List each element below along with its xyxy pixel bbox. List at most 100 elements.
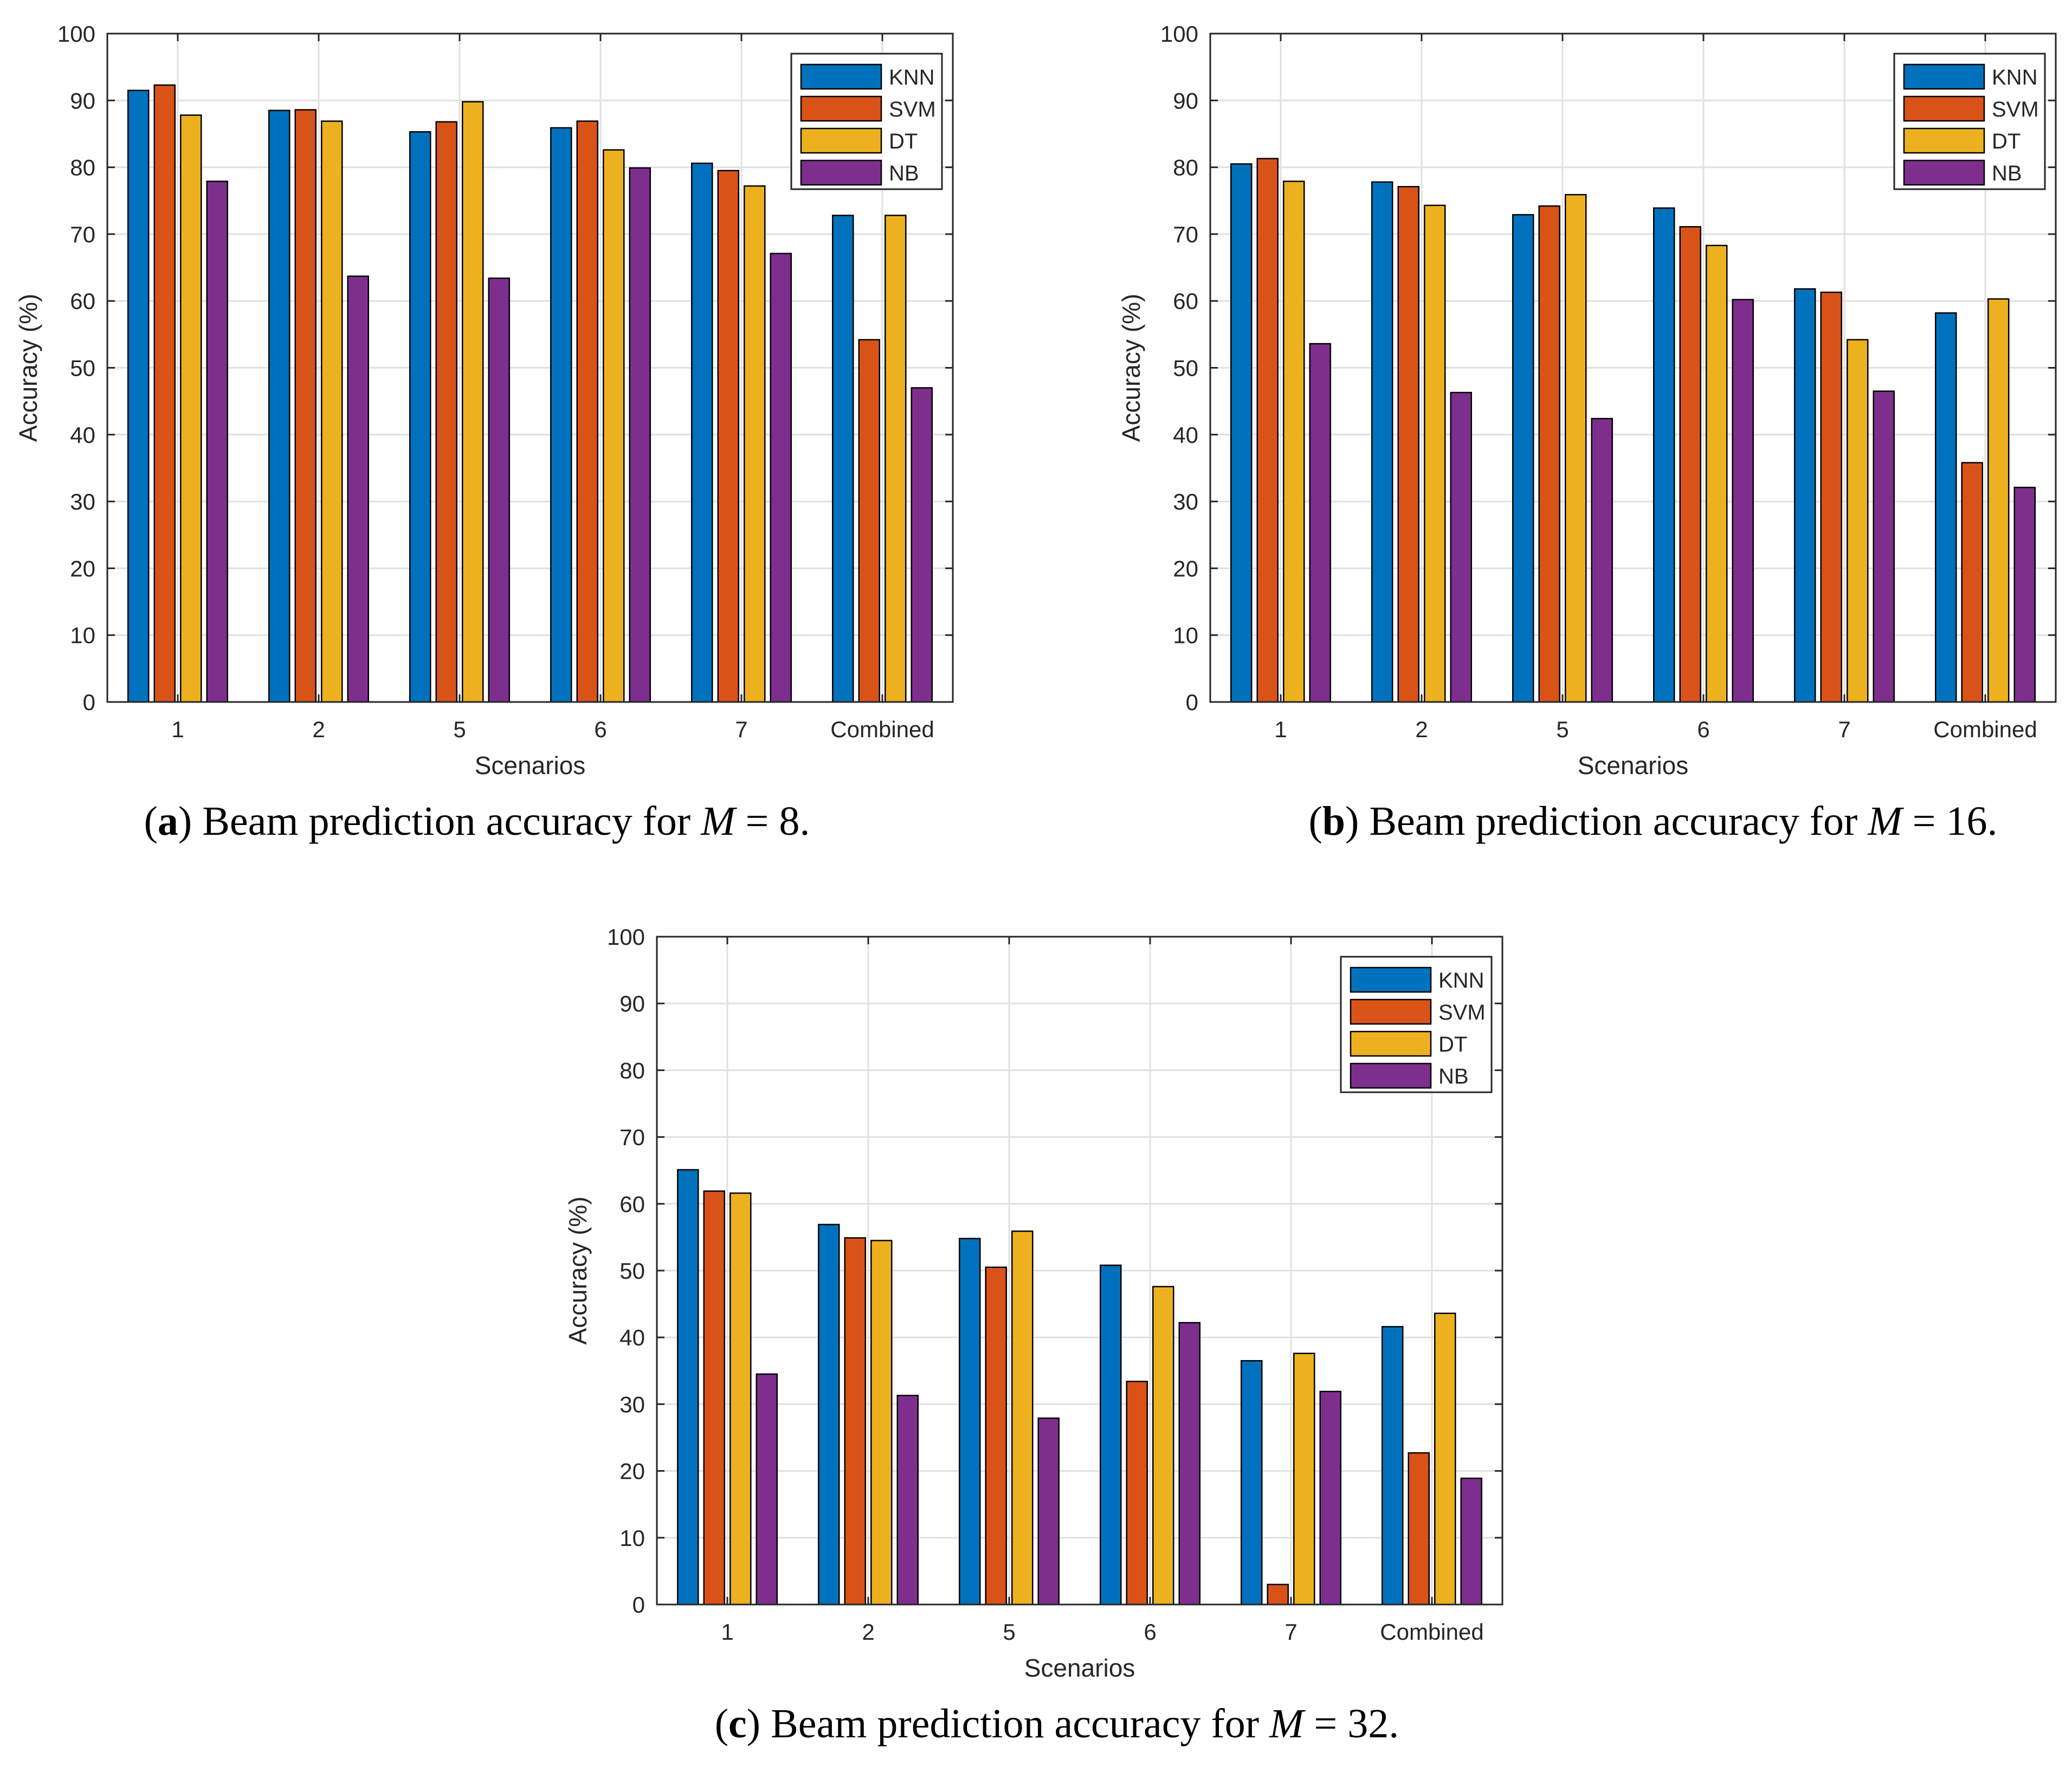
y-tick-label: 10 bbox=[619, 1525, 645, 1551]
x-tick-label: 7 bbox=[735, 717, 747, 742]
x-tick-label: 5 bbox=[1556, 717, 1568, 742]
y-tick-label: 20 bbox=[619, 1459, 645, 1484]
bar-nb-7 bbox=[770, 253, 792, 703]
x-tick-label: 1 bbox=[171, 717, 184, 742]
x-tick-label: 7 bbox=[1284, 1619, 1297, 1645]
x-tick-label: Combined bbox=[1933, 717, 2037, 742]
bar-svm-combined bbox=[858, 339, 880, 703]
bar-svm-combined bbox=[1961, 462, 1983, 703]
x-tick-label: 6 bbox=[594, 717, 606, 742]
x-tick-label: 2 bbox=[1415, 717, 1428, 742]
y-tick-label: 50 bbox=[70, 356, 95, 381]
bar-dt-5 bbox=[1011, 1230, 1034, 1606]
bar-nb-5 bbox=[1591, 417, 1613, 703]
bar-svm-6 bbox=[576, 120, 598, 703]
y-tick-label: 40 bbox=[1173, 422, 1198, 448]
bar-knn-2 bbox=[818, 1223, 840, 1606]
legend-swatch-svm bbox=[1903, 95, 1985, 122]
bar-knn-2 bbox=[1371, 181, 1393, 703]
x-axis-label: Scenarios bbox=[1024, 1654, 1135, 1682]
bar-svm-1 bbox=[703, 1190, 725, 1606]
y-tick-label: 30 bbox=[1173, 489, 1198, 514]
y-tick-label: 70 bbox=[619, 1125, 645, 1150]
y-tick-label: 80 bbox=[70, 155, 95, 181]
bar-nb-7 bbox=[1319, 1390, 1341, 1606]
y-tick-label: 90 bbox=[619, 991, 645, 1016]
x-tick-label: 6 bbox=[1144, 1619, 1156, 1645]
bar-dt-1 bbox=[1283, 181, 1305, 703]
bar-dt-6 bbox=[1706, 244, 1728, 703]
y-tick-label: 70 bbox=[70, 222, 95, 247]
y-tick-label: 50 bbox=[619, 1258, 645, 1284]
bar-knn-5 bbox=[959, 1238, 981, 1606]
legend-label-nb: NB bbox=[1992, 162, 2022, 185]
figure-caption: (b) Beam prediction accuracy for M = 16. bbox=[1308, 798, 1997, 844]
legend-swatch-nb bbox=[1350, 1062, 1432, 1089]
x-axis-label: Scenarios bbox=[475, 751, 586, 779]
y-tick-label: 30 bbox=[619, 1391, 645, 1417]
y-tick-label: 70 bbox=[1173, 222, 1198, 247]
legend-label-svm: SVM bbox=[1438, 1001, 1486, 1024]
bar-svm-7 bbox=[1820, 291, 1842, 703]
y-tick-label: 30 bbox=[70, 489, 95, 514]
chart-b: 0 10 20 30 40 50 60 70 80 90 100 1 2 5 6 7 Combined Scena… bbox=[1117, 21, 2057, 844]
bar-svm-2 bbox=[844, 1237, 866, 1606]
legend-swatch-nb bbox=[1903, 159, 1985, 186]
y-tick-label: 40 bbox=[70, 422, 95, 448]
legend-swatch-nb bbox=[800, 159, 882, 186]
legend-swatch-svm bbox=[1350, 998, 1432, 1025]
bar-nb-1 bbox=[1309, 343, 1331, 703]
bar-svm-1 bbox=[1256, 158, 1279, 703]
legend-label-dt: DT bbox=[889, 130, 918, 153]
legend-label-svm: SVM bbox=[889, 98, 936, 121]
bar-knn-1 bbox=[677, 1169, 699, 1606]
bar-nb-6 bbox=[629, 167, 651, 703]
x-tick-label: 1 bbox=[1274, 717, 1287, 742]
y-tick-label: 60 bbox=[1173, 288, 1198, 314]
bar-nb-2 bbox=[1450, 391, 1472, 703]
y-axis-label: Accuracy (%) bbox=[1117, 294, 1145, 442]
bar-nb-5 bbox=[488, 278, 510, 703]
legend-swatch-knn bbox=[1903, 63, 1985, 90]
figure-caption: (c) Beam prediction accuracy for M = 32. bbox=[715, 1701, 1399, 1747]
bar-dt-1 bbox=[730, 1192, 752, 1606]
legend-label-nb: NB bbox=[889, 162, 919, 185]
y-tick-label: 80 bbox=[1173, 155, 1198, 181]
legend-label-knn: KNN bbox=[1992, 66, 2037, 89]
bar-svm-7 bbox=[1267, 1583, 1289, 1606]
x-tick-label: 5 bbox=[453, 717, 466, 742]
bar-knn-5 bbox=[409, 131, 431, 703]
bar-dt-5 bbox=[1565, 194, 1587, 703]
bar-dt-5 bbox=[462, 101, 484, 703]
bar-dt-7 bbox=[1847, 339, 1869, 703]
bar-svm-7 bbox=[717, 170, 739, 703]
bar-svm-2 bbox=[1397, 186, 1419, 703]
bar-knn-7 bbox=[1241, 1360, 1263, 1606]
bar-nb-combined bbox=[911, 387, 933, 703]
y-tick-label: 90 bbox=[1173, 88, 1198, 113]
bar-knn-1 bbox=[1230, 163, 1253, 703]
bar-nb-combined bbox=[1460, 1477, 1482, 1606]
bar-dt-1 bbox=[180, 114, 202, 703]
y-tick-label: 60 bbox=[619, 1191, 645, 1217]
y-tick-label: 10 bbox=[1173, 623, 1198, 648]
bar-dt-6 bbox=[1152, 1286, 1174, 1606]
legend-swatch-dt bbox=[1903, 127, 1985, 154]
y-tick-label: 100 bbox=[57, 21, 95, 47]
bar-nb-1 bbox=[206, 181, 228, 703]
x-tick-label: 6 bbox=[1697, 717, 1709, 742]
bar-knn-7 bbox=[1794, 288, 1816, 703]
bar-nb-7 bbox=[1873, 390, 1895, 703]
legend: KNN SVM DT NB bbox=[790, 53, 943, 190]
y-tick-label: 100 bbox=[1160, 21, 1198, 47]
bar-dt-7 bbox=[744, 185, 766, 703]
legend-swatch-dt bbox=[1350, 1030, 1432, 1057]
x-tick-label: 2 bbox=[862, 1619, 874, 1645]
legend-swatch-svm bbox=[800, 95, 882, 122]
y-axis-label: Accuracy (%) bbox=[564, 1196, 592, 1344]
bar-nb-combined bbox=[2013, 486, 2036, 703]
bar-knn-5 bbox=[1512, 214, 1534, 703]
bar-svm-6 bbox=[1679, 226, 1701, 703]
legend-label-dt: DT bbox=[1438, 1033, 1467, 1056]
x-tick-label: 2 bbox=[312, 717, 325, 742]
